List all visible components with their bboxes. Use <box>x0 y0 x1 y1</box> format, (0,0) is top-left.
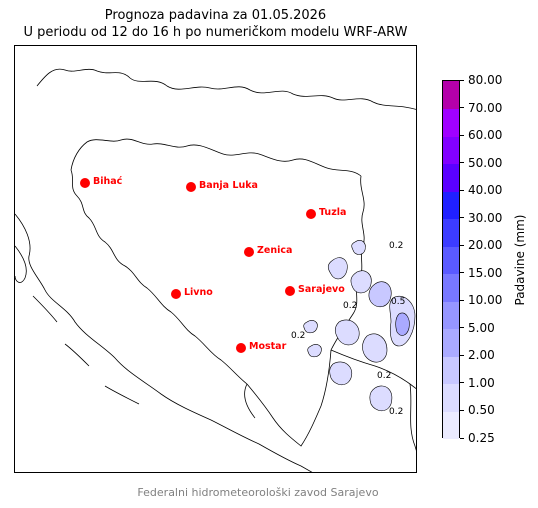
contour-label: 0.2 <box>343 301 357 311</box>
border-north-slovenia-croatia-hungary <box>36 68 416 110</box>
rain-cell-9 <box>369 385 393 412</box>
colorbar-segment <box>443 108 459 137</box>
rain-cell-12 <box>351 240 366 255</box>
coast-island-1 <box>15 245 27 283</box>
colorbar-tick <box>460 382 464 384</box>
contour-label: 0.5 <box>391 297 405 307</box>
border-coast-croatia <box>15 213 313 472</box>
rain-cell-1 <box>327 257 348 280</box>
colorbar-tick-label: 0.25 <box>468 431 495 445</box>
rain-cell-6 <box>334 319 360 346</box>
border-bih-north <box>70 138 362 177</box>
colorbar-tick-label: 50.00 <box>468 155 503 170</box>
border-bih-south <box>246 349 332 447</box>
colorbar-tick <box>460 272 464 274</box>
contour-labels: 0.2 0.2 0.5 0.2 0.2 0.2 <box>291 241 405 417</box>
contour-label: 0.2 <box>377 371 391 381</box>
precipitation-map: Bihać Banja Luka Tuzla Zenica Livno Sarajevo M… <box>14 45 417 473</box>
rain-cell-11 <box>307 344 322 358</box>
city-label: Tuzla <box>319 207 346 218</box>
colorbar-segment <box>443 136 459 165</box>
rain-cell-10 <box>303 320 318 334</box>
colorbar-tick-label: 0.50 <box>468 403 495 418</box>
city-label: Livno <box>184 287 213 298</box>
colorbar-tick <box>460 189 464 191</box>
colorbar-segment <box>443 356 459 385</box>
colorbar-tick <box>460 107 464 109</box>
border-montenegro-serbia <box>330 349 416 389</box>
colorbar-segment <box>443 246 459 275</box>
map-subtitle: U periodu od 12 do 16 h po numeričkom mo… <box>23 25 408 40</box>
colorbar-tick <box>460 354 464 356</box>
border-bih-east <box>330 175 365 351</box>
colorbar-tick-label: 60.00 <box>468 128 503 143</box>
contour-label: 0.2 <box>291 331 305 341</box>
colorbar-segment <box>443 218 459 247</box>
colorbar-segment <box>443 273 459 302</box>
city-marker <box>285 286 295 296</box>
city-label: Banja Luka <box>199 180 258 191</box>
colorbar-tick-label: 1.00 <box>468 375 495 390</box>
colorbar-tick <box>460 327 464 329</box>
border-kosovo <box>409 383 416 451</box>
contour-label: 0.2 <box>389 407 403 417</box>
colorbar-tick <box>460 437 464 439</box>
colorbar-tick <box>460 409 464 411</box>
colorbar-tick <box>460 299 464 301</box>
colorbar-segment <box>443 301 459 330</box>
city-marker <box>80 178 90 188</box>
colorbar-tick-label: 80.00 <box>468 73 503 87</box>
city-label: Mostar <box>249 341 287 352</box>
border-bih-west <box>70 169 248 385</box>
city-markers: Bihać Banja Luka Tuzla Zenica Livno Sarajevo M… <box>80 176 346 353</box>
city-marker <box>244 247 254 257</box>
rain-cell-7 <box>362 333 388 363</box>
colorbar-tick-label: 15.00 <box>468 265 503 280</box>
coast-island-3 <box>64 343 90 367</box>
rain-cell-3 <box>368 281 392 308</box>
rain-cell-8 <box>329 361 353 386</box>
map-title: Prognoza padavina za 01.05.2026 <box>104 8 327 23</box>
city-marker <box>236 343 246 353</box>
colorbar-tick <box>460 162 464 164</box>
border-neum <box>244 383 256 419</box>
city-marker <box>306 209 316 219</box>
coast-island-2 <box>32 295 58 323</box>
city-marker <box>186 182 196 192</box>
colorbar-segment <box>443 383 459 412</box>
colorbar-segment <box>443 191 459 220</box>
colorbar-tick <box>460 79 464 81</box>
city-marker <box>171 289 181 299</box>
colorbar-tick-label: 20.00 <box>468 238 503 253</box>
colorbar-tick-label: 40.00 <box>468 183 503 198</box>
city-label: Sarajevo <box>298 284 345 295</box>
colorbar-segment <box>443 328 459 357</box>
colorbar-tick-label: 10.00 <box>468 293 503 308</box>
rain-cell-5 <box>395 312 410 336</box>
coast-island-4 <box>104 385 140 405</box>
colorbar-tick <box>460 134 464 136</box>
contour-label: 0.2 <box>389 241 403 251</box>
colorbar-segment <box>443 163 459 192</box>
precipitation-areas <box>303 240 416 412</box>
rain-cell-2 <box>350 270 372 294</box>
precipitation-colorbar <box>442 80 460 440</box>
city-label: Zenica <box>257 245 292 256</box>
colorbar-title: Padavine (mm) <box>513 214 527 306</box>
colorbar-tick-label: 5.00 <box>468 320 495 335</box>
colorbar-tick <box>460 217 464 219</box>
colorbar-tick <box>460 244 464 246</box>
footer-credit: Federalni hidrometeorološki zavod Saraje… <box>137 486 379 499</box>
colorbar-tick-label: 2.00 <box>468 348 495 363</box>
colorbar-tick-label: 30.00 <box>468 210 503 225</box>
colorbar-segment <box>443 81 459 110</box>
colorbar-tick-label: 70.00 <box>468 100 503 115</box>
city-label: Bihać <box>93 176 123 187</box>
colorbar-segment <box>443 411 459 440</box>
country-borders <box>15 68 416 472</box>
